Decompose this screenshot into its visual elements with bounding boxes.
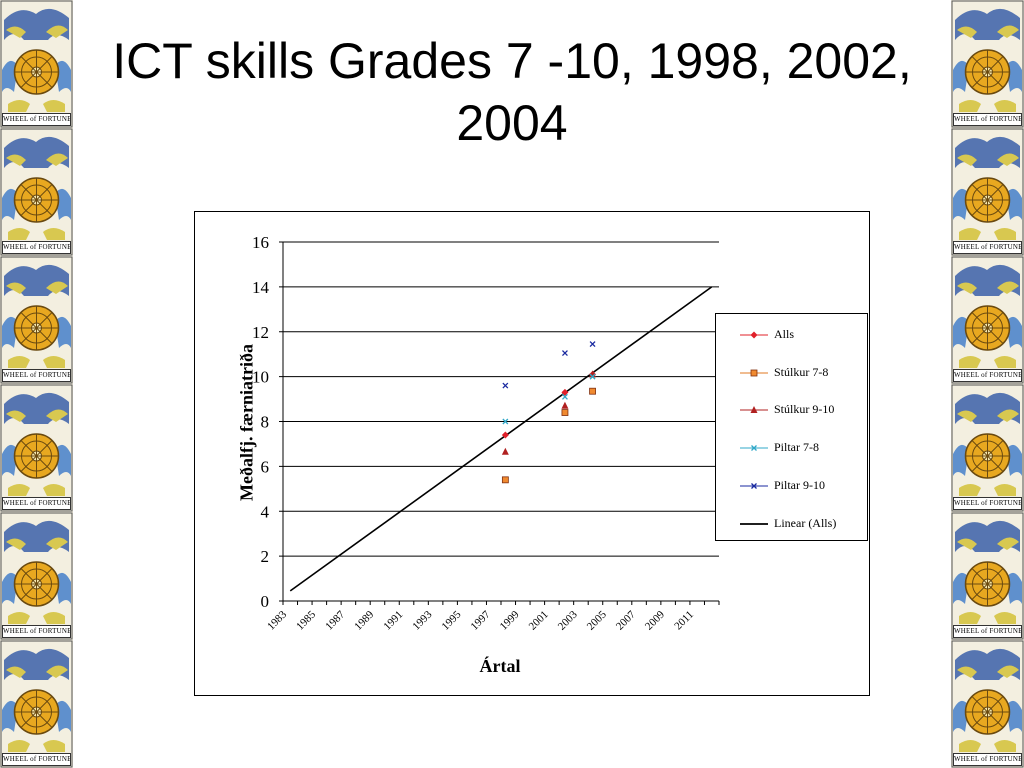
y-tick-label: 4 (261, 502, 270, 521)
legend-label: Alls (774, 327, 795, 341)
slide-title: ICT skills Grades 7 -10, 1998, 2002, 200… (112, 33, 912, 151)
wheel-of-fortune-card: WHEEL of FORTUNE (951, 512, 1024, 640)
data-point-series-3 (561, 393, 568, 400)
wheel-of-fortune-card: WHEEL of FORTUNE (951, 128, 1024, 256)
y-tick-label: 12 (252, 323, 269, 342)
y-axis-title: Meðalfj. færniatriða (236, 344, 257, 501)
legend-item: Linear (Alls) (716, 514, 869, 534)
data-point-series-4 (502, 382, 509, 389)
trendline-linear-alls (289, 286, 713, 592)
wheel-of-fortune-card: WHEEL of FORTUNE (951, 384, 1024, 512)
x-tick-label: 1989 (352, 608, 376, 632)
x-tick-label: 1983 (265, 608, 289, 632)
x-tick-label: 1993 (410, 608, 434, 632)
legend-swatch (740, 406, 768, 414)
y-tick-label: 8 (261, 413, 270, 432)
y-tick-label: 16 (252, 233, 269, 252)
card-caption: WHEEL of FORTUNE (2, 497, 71, 510)
legend-item: Piltar 7-8 (716, 438, 869, 458)
wheel-of-fortune-card: WHEEL of FORTUNE (0, 640, 73, 768)
right-decorative-border: WHEEL of FORTUNE WHEEL of FORTUNE (951, 0, 1024, 768)
legend-swatch (740, 369, 768, 377)
card-caption: WHEEL of FORTUNE (953, 241, 1022, 254)
card-caption: WHEEL of FORTUNE (2, 625, 71, 638)
data-point-series-0 (561, 388, 569, 396)
legend-label: Linear (Alls) (774, 515, 837, 530)
data-point-series-1 (589, 387, 596, 395)
x-tick-label: 1995 (439, 608, 463, 632)
legend-swatch (740, 522, 768, 525)
x-tick-label: 1987 (323, 608, 347, 632)
x-tick-label: 2003 (556, 608, 580, 632)
x-tick-label: 1991 (381, 609, 405, 633)
x-tick-label: 2007 (614, 608, 638, 632)
legend-item: Stúlkur 7-8 (716, 363, 869, 383)
card-caption: WHEEL of FORTUNE (953, 113, 1022, 126)
data-point-series-3 (589, 373, 596, 380)
x-tick-label: 2009 (643, 608, 667, 632)
card-caption: WHEEL of FORTUNE (953, 753, 1022, 766)
data-point-series-0 (501, 431, 509, 439)
data-point-series-1 (561, 409, 569, 416)
wheel-of-fortune-card: WHEEL of FORTUNE (951, 256, 1024, 384)
wheel-of-fortune-card: WHEEL of FORTUNE (951, 0, 1024, 128)
x-tick-label: 2001 (527, 609, 551, 633)
legend-swatch (740, 445, 768, 452)
legend-swatch (740, 482, 768, 489)
x-tick-label: 1985 (294, 608, 318, 632)
chart-frame: 0 2 4 6 8 10 12 14 16 1983 1985 1987 1989 1991 1993 199… (194, 211, 870, 696)
card-caption: WHEEL of FORTUNE (953, 625, 1022, 638)
y-tick-label: 14 (252, 278, 270, 297)
wheel-of-fortune-card: WHEEL of FORTUNE (0, 0, 73, 128)
legend-label: Stúlkur 9-10 (774, 402, 835, 417)
legend-swatch (740, 331, 768, 339)
card-caption: WHEEL of FORTUNE (953, 369, 1022, 382)
card-caption: WHEEL of FORTUNE (2, 753, 71, 766)
legend-item: Alls (716, 325, 869, 345)
y-tick-label: 0 (261, 592, 270, 611)
legend-item: Stúlkur 9-10 (716, 400, 869, 420)
wheel-of-fortune-card: WHEEL of FORTUNE (0, 384, 73, 512)
y-tick-label: 6 (261, 457, 270, 476)
data-point-series-3 (502, 418, 509, 425)
wheel-of-fortune-card: WHEEL of FORTUNE (0, 256, 73, 384)
legend-label: Stúlkur 7-8 (774, 364, 829, 379)
data-point-series-4 (561, 350, 568, 357)
wheel-of-fortune-card: WHEEL of FORTUNE (0, 512, 73, 640)
legend-label: Piltar 7-8 (774, 440, 819, 455)
data-point-series-2 (501, 447, 509, 455)
x-axis-title: Ártal (479, 656, 521, 676)
card-caption: WHEEL of FORTUNE (2, 369, 71, 382)
card-caption: WHEEL of FORTUNE (2, 113, 71, 126)
x-tick-label: 2011 (672, 609, 696, 633)
wheel-of-fortune-card: WHEEL of FORTUNE (951, 640, 1024, 768)
y-tick-label: 10 (252, 368, 269, 387)
card-caption: WHEEL of FORTUNE (2, 241, 71, 254)
y-tick-label: 2 (261, 547, 270, 566)
legend-item: Piltar 9-10 (716, 476, 869, 496)
chart-legend: Alls Stúlkur 7-8 Stúlkur 9-10 Piltar 7-8 Pil… (715, 313, 868, 541)
data-point-series-2 (561, 401, 569, 409)
x-tick-label: 1999 (498, 608, 522, 632)
card-caption: WHEEL of FORTUNE (953, 497, 1022, 510)
x-tick-label: 2005 (585, 608, 609, 632)
left-decorative-border: WHEEL of FORTUNE WHEEL of FORTUNE (0, 0, 73, 768)
data-point-series-4 (589, 341, 596, 348)
wheel-of-fortune-card: WHEEL of FORTUNE (0, 128, 73, 256)
data-point-series-1 (501, 476, 509, 484)
legend-label: Piltar 9-10 (774, 477, 825, 492)
x-tick-label: 1997 (469, 608, 493, 632)
